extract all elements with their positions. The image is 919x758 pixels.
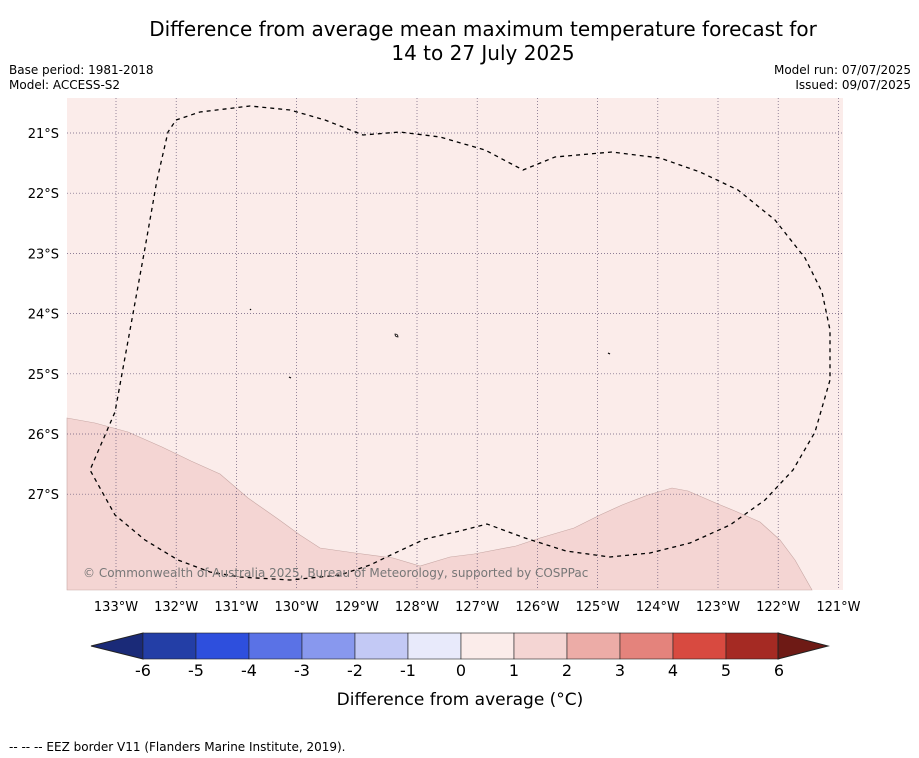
longitude-tick-label: 123°W [696, 600, 740, 615]
colorbar-cell [513, 632, 568, 660]
colorbar-tick-label: -2 [347, 661, 363, 680]
base-period-text: Base period: 1981-2018 [9, 63, 154, 77]
latitude-tick-label: 24°S [28, 308, 59, 323]
latitude-tick-label: 25°S [28, 368, 59, 383]
longitude-tick-label: 129°W [335, 600, 379, 615]
graticule [67, 98, 843, 590]
map-panel [66, 98, 843, 591]
latitude-tick-label: 22°S [28, 187, 59, 202]
longitude-tick-label: 124°W [636, 600, 680, 615]
colorbar-tick-label: 4 [668, 661, 678, 680]
colorbar-label: Difference from average (°C) [337, 690, 584, 710]
model-text: Model: ACCESS-S2 [9, 78, 121, 92]
longitude-tick-label: 128°W [395, 600, 439, 615]
colorbar-cell [407, 632, 462, 660]
colorbar-tick-label: -5 [188, 661, 204, 680]
longitude-tick-label: 122°W [756, 600, 800, 615]
island-mark [394, 333, 399, 338]
issued-text: Issued: 09/07/2025 [795, 78, 911, 92]
colorbar-cell [195, 632, 250, 660]
longitude-tick-label: 125°W [576, 600, 620, 615]
meta-left: Base period: 1981-2018 Model: ACCESS-S2 [9, 63, 154, 93]
colorbar-tick-label: -1 [400, 661, 416, 680]
colorbar-cell [354, 632, 409, 660]
title-line-2: 14 to 27 July 2025 [391, 41, 575, 65]
colorbar-cell [248, 632, 303, 660]
copyright-text: © Commonwealth of Australia 2025, Bureau… [83, 566, 588, 580]
colorbar-tick-label: 2 [562, 661, 572, 680]
model-run-text: Model run: 07/07/2025 [773, 63, 911, 77]
longitude-tick-label: 127°W [455, 600, 499, 615]
longitude-tick-label: 126°W [515, 600, 559, 615]
colorbar-cell [460, 632, 515, 660]
colorbar-cells [142, 632, 780, 660]
colorbar-tick-labels: -6 -5 -4 -3 -2 -1 0 1 2 3 4 5 6 [135, 661, 784, 680]
latitude-tick-label: 23°S [28, 247, 59, 262]
eez-footnote: -- -- -- EEZ border V11 (Flanders Marine… [9, 740, 346, 754]
latitude-tick-label: 26°S [28, 428, 59, 443]
island-mark [288, 376, 292, 379]
chart-title: Difference from average mean maximum tem… [0, 17, 919, 65]
colorbar-over-arrow [777, 632, 830, 660]
colorbar-tick-label: 3 [615, 661, 625, 680]
colorbar-tick-label: 1 [509, 661, 519, 680]
latitude-tick-label: 27°S [28, 488, 59, 503]
colorbar-tick-label: -3 [294, 661, 310, 680]
colorbar-tick-label: 6 [774, 661, 784, 680]
colorbar-cell [301, 632, 356, 660]
colorbar-tick-label: 0 [456, 661, 466, 680]
latitude-tick-label: 21°S [28, 127, 59, 142]
longitude-tick-label: 132°W [154, 600, 198, 615]
small-island-marks [249, 308, 611, 379]
island-mark [607, 352, 611, 355]
longitude-tick-label: 131°W [214, 600, 258, 615]
longitude-labels: 133°W 132°W 131°W 130°W 129°W 128°W 127°W 126°W… [94, 600, 861, 615]
longitude-tick-label: 121°W [816, 600, 860, 615]
island-mark [249, 308, 252, 311]
eez-border [89, 105, 831, 581]
latitude-labels: 21°S 22°S 23°S 24°S 25°S 26°S 27°S [28, 127, 59, 503]
colorbar-cell [566, 632, 621, 660]
colorbar-cell [619, 632, 674, 660]
colorbar-under-arrow [90, 632, 144, 660]
meta-right: Model run: 07/07/2025 Issued: 09/07/2025 [774, 63, 911, 93]
colorbar-cell [725, 632, 780, 660]
colorbar-cell [672, 632, 727, 660]
title-line-1: Difference from average mean maximum tem… [149, 17, 817, 41]
colorbar-tick-label: -6 [135, 661, 151, 680]
longitude-tick-label: 130°W [275, 600, 319, 615]
longitude-tick-label: 133°W [94, 600, 138, 615]
warm-anomaly-region [66, 417, 813, 591]
colorbar-tick-label: 5 [721, 661, 731, 680]
colorbar-tick-label: -4 [241, 661, 257, 680]
colorbar-cell [142, 632, 197, 660]
colorbar: -6 -5 -4 -3 -2 -1 0 1 2 3 4 5 6 Difference from aver… [90, 632, 830, 710]
